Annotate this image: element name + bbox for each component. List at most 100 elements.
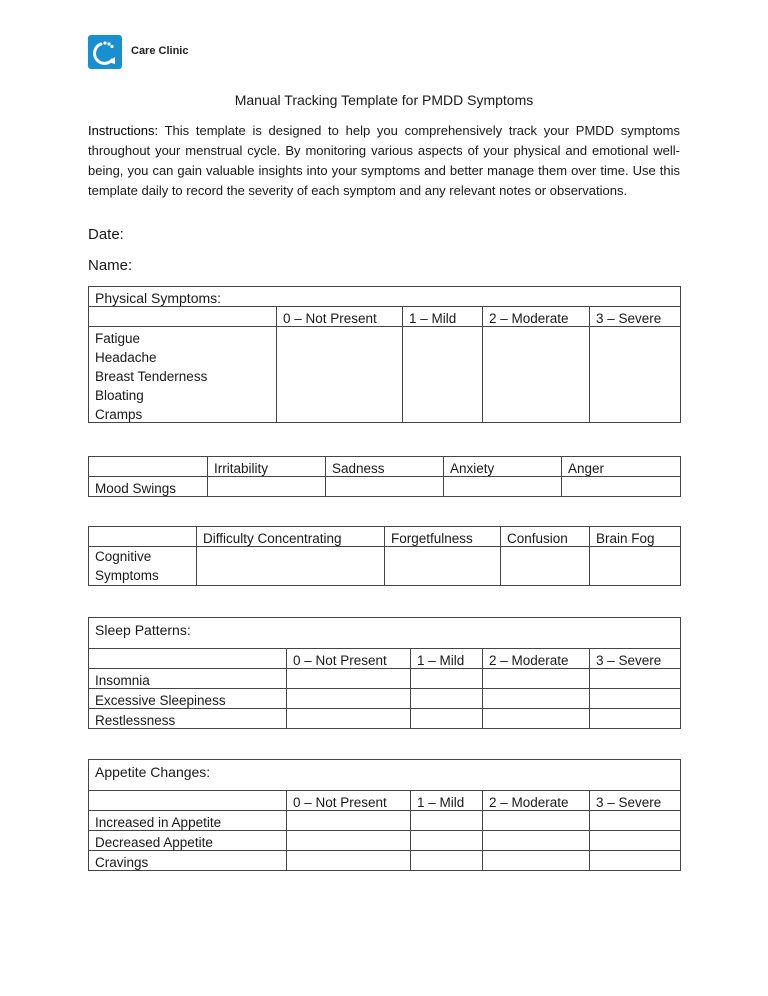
instructions-text: This template is designed to help you co… [88,123,680,198]
mood-swings-table: Irritability Sadness Anxiety Anger Mood Swi… [88,456,681,497]
cell[interactable] [588,403,682,423]
scale-3: 3 – Severe [588,648,682,669]
cell[interactable] [482,810,590,831]
row-label: Decreased Appetite [88,830,287,851]
sleep-title: Sleep Patterns: [87,617,682,649]
cell[interactable] [588,365,682,384]
cell[interactable] [196,546,385,586]
row-label: Headache [88,346,277,365]
cell[interactable] [402,384,483,403]
cell[interactable] [482,668,590,689]
cell[interactable] [589,830,681,851]
cell[interactable] [588,708,682,729]
physical-symptoms-table: Physical Symptoms: 0 – Not Present 1 – Mi… [87,286,682,423]
scale-1: 1 – Mild [410,790,483,811]
table-row: Insomnia [88,668,682,689]
blank-cell [88,648,287,669]
cell[interactable] [410,688,483,709]
sleep-patterns-table: Sleep Patterns: 0 – Not Present 1 – Mild 2… [87,617,682,729]
cell[interactable] [482,326,590,346]
row-label: Cramps [88,403,277,423]
scale-2: 2 – Moderate [482,790,590,811]
cell[interactable] [276,384,403,403]
care-clinic-logo [88,35,122,69]
cell[interactable] [482,346,590,365]
cell[interactable] [402,326,483,346]
blank-cell [88,526,197,547]
cell[interactable] [286,688,411,709]
scale-3: 3 – Severe [589,790,681,811]
cell[interactable] [588,326,682,346]
cell[interactable] [482,708,590,729]
column-header: Difficulty Concentrating [196,526,385,547]
blank-cell [88,456,208,477]
cell[interactable] [286,830,411,851]
circular-arrow-icon [93,41,115,65]
cell[interactable] [276,326,403,346]
cell[interactable] [482,850,590,871]
scale-2: 2 – Moderate [482,306,590,327]
table-row: Cramps [88,403,682,423]
cell[interactable] [402,365,483,384]
cell[interactable] [402,346,483,365]
cell[interactable] [589,810,681,831]
table-row: Breast Tenderness [88,365,682,384]
cell[interactable] [325,476,444,497]
cell[interactable] [410,810,483,831]
cell[interactable] [402,403,483,423]
column-header: Irritability [207,456,326,477]
table-row: Headache [88,346,682,365]
table-row: Decreased Appetite [88,830,681,851]
cell[interactable] [410,830,483,851]
column-header: Sadness [325,456,444,477]
cell[interactable] [276,346,403,365]
blank-cell [88,306,277,327]
cell[interactable] [276,403,403,423]
cell[interactable] [286,708,411,729]
page-title: Manual Tracking Template for PMDD Sympto… [234,92,534,108]
cell[interactable] [482,830,590,851]
brand-name: Care Clinic [131,45,189,57]
name-field[interactable]: Name: [88,257,133,274]
cell[interactable] [286,810,411,831]
cell[interactable] [482,688,590,709]
date-field[interactable]: Date: [88,226,124,243]
cell[interactable] [286,668,411,689]
cell[interactable] [207,476,326,497]
instructions-label: Instructions: [88,123,159,138]
row-label: Mood Swings [88,476,208,497]
column-header: Forgetfulness [384,526,501,547]
column-header: Brain Fog [589,526,681,547]
scale-1: 1 – Mild [402,306,483,327]
cell[interactable] [286,850,411,871]
row-label: Bloating [88,384,277,403]
row-label: Breast Tenderness [88,365,277,384]
appetite-title: Appetite Changes: [88,759,681,791]
row-label: Insomnia [88,668,287,689]
row-label: Restlessness [88,708,287,729]
cell[interactable] [482,384,590,403]
cell[interactable] [276,365,403,384]
cell[interactable] [482,365,590,384]
cell[interactable] [482,403,590,423]
scale-1: 1 – Mild [410,648,483,669]
row-label: Cognitive Symptoms [88,546,197,586]
cell[interactable] [500,546,590,586]
cell[interactable] [410,708,483,729]
scale-0: 0 – Not Present [276,306,403,327]
cell[interactable] [588,384,682,403]
row-label: Cravings [88,850,287,871]
cell[interactable] [588,688,682,709]
cell[interactable] [410,668,483,689]
cell[interactable] [384,546,501,586]
cell[interactable] [410,850,483,871]
cell[interactable] [589,546,681,586]
cell[interactable] [588,346,682,365]
cell[interactable] [561,476,681,497]
cell[interactable] [588,668,682,689]
scale-3: 3 – Severe [588,306,682,327]
row-label: Fatigue [88,326,277,346]
table-row: Restlessness [88,708,682,729]
cell[interactable] [443,476,562,497]
cell[interactable] [589,850,681,871]
